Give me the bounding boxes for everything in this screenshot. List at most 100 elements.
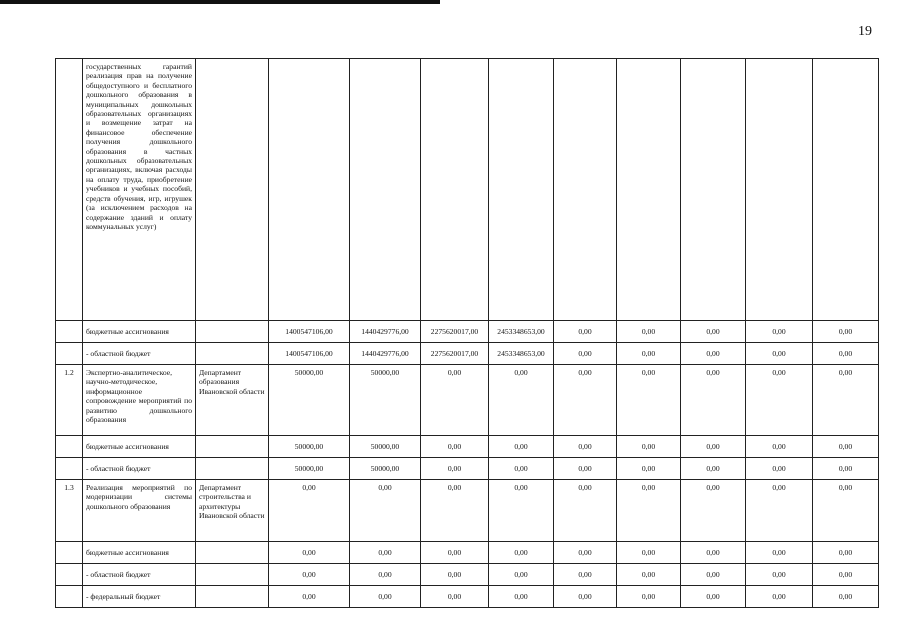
executor <box>195 563 269 586</box>
value-cell: 0,00 <box>553 563 617 586</box>
item-name: бюджетные ассигнования <box>82 320 196 343</box>
table-row: - федеральный бюджет 0,00 0,00 0,00 0,00 0,00… <box>55 585 879 608</box>
value-cell: 0,00 <box>488 541 554 564</box>
value-cell: 0,00 <box>420 563 489 586</box>
value-cell: 0,00 <box>745 457 813 480</box>
table-row: - областной бюджет 50000,00 50000,00 0,00 0,… <box>55 457 879 480</box>
value-cell: 0,00 <box>553 479 617 542</box>
value-cell: 0,00 <box>268 541 350 564</box>
executor: Департамент образования Ивановской облас… <box>195 364 269 436</box>
value-cell: 50000,00 <box>268 364 350 436</box>
value-cell: 0,00 <box>680 435 746 458</box>
value-cell: 1440429776,00 <box>349 320 421 343</box>
value-cell: 0,00 <box>553 585 617 608</box>
value-cell: 0,00 <box>680 479 746 542</box>
value-cell: 0,00 <box>680 563 746 586</box>
executor <box>195 320 269 343</box>
value-cell: 0,00 <box>616 563 681 586</box>
value-cell: 0,00 <box>812 541 879 564</box>
value-cell: 0,00 <box>488 364 554 436</box>
value-cell: 1400547106,00 <box>268 320 350 343</box>
value-cell: 0,00 <box>745 585 813 608</box>
value-cell <box>745 58 813 321</box>
value-cell: 2453348653,00 <box>488 342 554 365</box>
value-cell: 0,00 <box>745 541 813 564</box>
item-number <box>55 457 83 480</box>
value-cell: 0,00 <box>616 585 681 608</box>
value-cell <box>488 58 554 321</box>
value-cell: 0,00 <box>812 342 879 365</box>
value-cell: 0,00 <box>420 541 489 564</box>
value-cell <box>268 58 350 321</box>
item-name: - областной бюджет <box>82 457 196 480</box>
value-cell <box>812 58 879 321</box>
scan-edge-bar <box>0 0 440 4</box>
value-cell: 0,00 <box>349 585 421 608</box>
value-cell: 0,00 <box>553 320 617 343</box>
value-cell: 0,00 <box>812 563 879 586</box>
value-cell: 0,00 <box>553 435 617 458</box>
value-cell <box>616 58 681 321</box>
table-row: - областной бюджет 1400547106,00 144042977… <box>55 342 879 365</box>
value-cell: 50000,00 <box>349 435 421 458</box>
item-name: Реализация мероприятий по модернизации с… <box>82 479 196 542</box>
value-cell: 0,00 <box>420 457 489 480</box>
value-cell <box>349 58 421 321</box>
table-row: бюджетные ассигнования 50000,00 50000,00 0,… <box>55 435 879 458</box>
value-cell: 0,00 <box>745 479 813 542</box>
value-cell: 0,00 <box>812 479 879 542</box>
executor <box>195 541 269 564</box>
item-number <box>55 585 83 608</box>
item-name: - федеральный бюджет <box>82 585 196 608</box>
value-cell: 0,00 <box>488 457 554 480</box>
value-cell: 0,00 <box>268 563 350 586</box>
table-row: бюджетные ассигнования 1400547106,00 14404… <box>55 320 879 343</box>
value-cell: 50000,00 <box>349 364 421 436</box>
value-cell: 50000,00 <box>268 457 350 480</box>
executor <box>195 457 269 480</box>
value-cell: 0,00 <box>420 435 489 458</box>
value-cell: 0,00 <box>812 364 879 436</box>
value-cell: 0,00 <box>616 457 681 480</box>
item-number <box>55 58 83 321</box>
table-row: 1.3 Реализация мероприятий по модернизаци… <box>55 479 879 542</box>
value-cell: 0,00 <box>616 364 681 436</box>
item-name: Экспертно-аналитическое, научно-методиче… <box>82 364 196 436</box>
table-row: государственных гарантий реализация прав… <box>55 58 879 321</box>
value-cell: 0,00 <box>745 320 813 343</box>
value-cell: 0,00 <box>680 342 746 365</box>
item-number <box>55 563 83 586</box>
value-cell: 1440429776,00 <box>349 342 421 365</box>
item-number: 1.3 <box>55 479 83 542</box>
table-row: - областной бюджет 0,00 0,00 0,00 0,00 0,00 0,… <box>55 563 879 586</box>
table-row: бюджетные ассигнования 0,00 0,00 0,00 0,00 0,… <box>55 541 879 564</box>
executor <box>195 435 269 458</box>
value-cell: 50000,00 <box>349 457 421 480</box>
item-number <box>55 342 83 365</box>
value-cell: 0,00 <box>745 435 813 458</box>
value-cell: 0,00 <box>553 342 617 365</box>
value-cell: 0,00 <box>616 541 681 564</box>
value-cell: 0,00 <box>420 479 489 542</box>
item-name: - областной бюджет <box>82 342 196 365</box>
value-cell: 0,00 <box>812 457 879 480</box>
value-cell: 0,00 <box>420 585 489 608</box>
value-cell: 2275620017,00 <box>420 320 489 343</box>
value-cell: 0,00 <box>616 479 681 542</box>
value-cell: 2453348653,00 <box>488 320 554 343</box>
value-cell: 50000,00 <box>268 435 350 458</box>
value-cell: 0,00 <box>812 320 879 343</box>
value-cell: 2275620017,00 <box>420 342 489 365</box>
value-cell: 0,00 <box>616 435 681 458</box>
value-cell <box>420 58 489 321</box>
value-cell: 0,00 <box>349 541 421 564</box>
value-cell: 0,00 <box>553 364 617 436</box>
value-cell: 0,00 <box>680 541 746 564</box>
value-cell: 0,00 <box>420 364 489 436</box>
value-cell: 0,00 <box>616 342 681 365</box>
executor <box>195 342 269 365</box>
executor: Департамент строительства и архитектуры … <box>195 479 269 542</box>
value-cell: 0,00 <box>553 457 617 480</box>
item-name: государственных гарантий реализация прав… <box>82 58 196 321</box>
budget-table: государственных гарантий реализация прав… <box>55 58 879 608</box>
